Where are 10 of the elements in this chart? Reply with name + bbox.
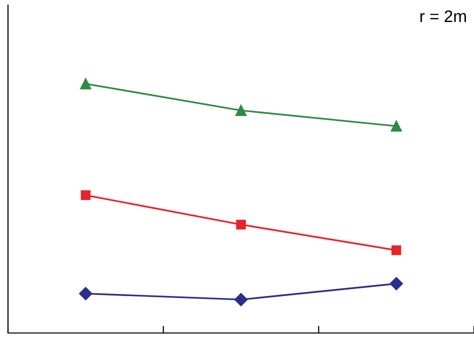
point (391, 245, 402, 256)
point (390, 277, 403, 290)
point (80, 190, 91, 200)
point (236, 220, 246, 230)
point (390, 120, 402, 132)
point (80, 78, 92, 90)
text: r = 2m (420, 10, 466, 22)
point (79, 287, 92, 300)
point (235, 104, 247, 116)
point (234, 293, 248, 306)
